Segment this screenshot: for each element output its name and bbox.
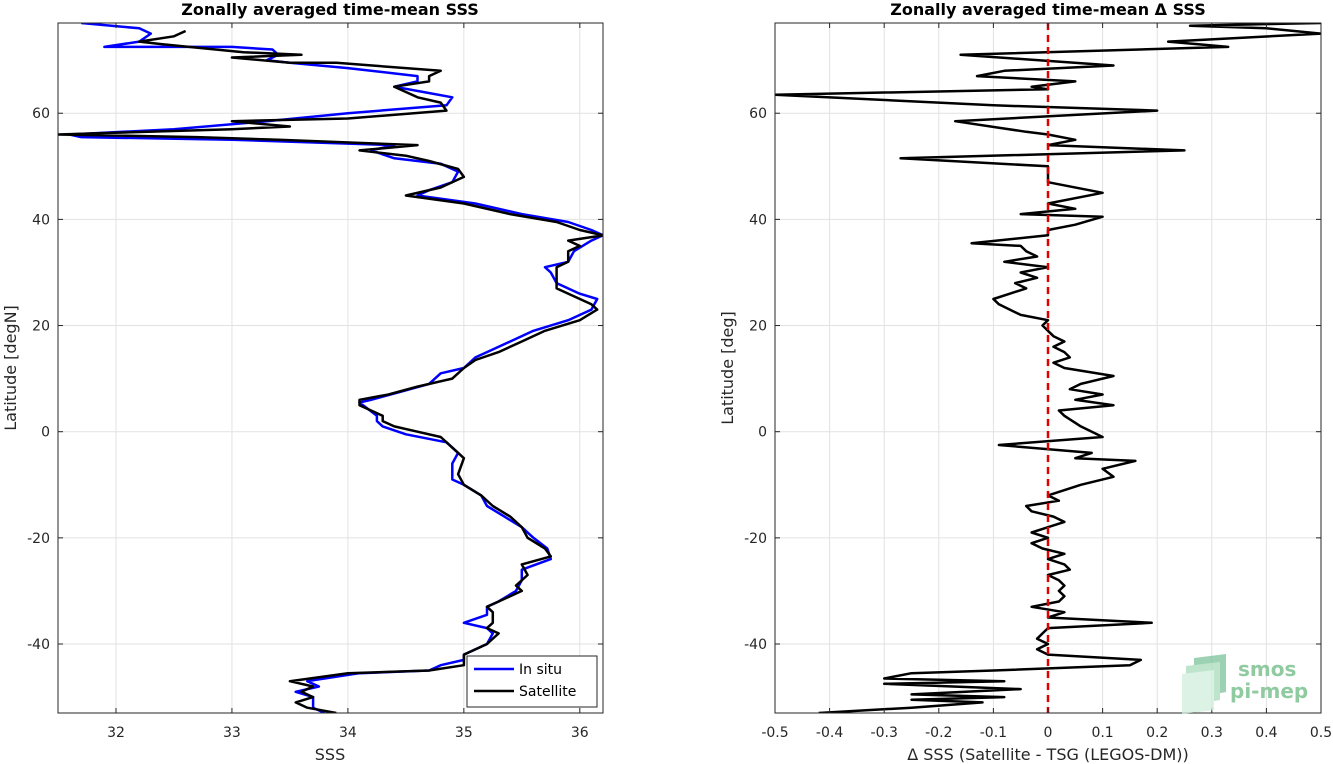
sss-y-tick-label: 60 <box>32 106 50 122</box>
delta-x-tick-label: -0.5 <box>761 725 788 741</box>
delta-chart-title: Zonally averaged time-mean Δ SSS <box>890 0 1206 19</box>
delta-x-tick-label: -0.4 <box>816 725 843 741</box>
sss-x-axis-label: SSS <box>315 745 345 764</box>
sss-axes-box <box>57 22 604 714</box>
delta-x-tick-label: 0.2 <box>1146 725 1168 741</box>
delta-y-axis-label: Latitude [deg] <box>718 311 737 425</box>
sss-y-tick-label: 20 <box>32 319 50 335</box>
sss-y-tick-label: 40 <box>32 212 50 228</box>
legend-label-in-situ: In situ <box>519 662 562 678</box>
sss-x-tick-label: 32 <box>107 725 125 741</box>
delta-y-tick-label: 60 <box>749 106 767 122</box>
delta-x-gridlines <box>774 23 1322 713</box>
sss-panel: 32 33 34 35 36 -40 -20 0 20 40 60 Zonally average… <box>1 0 604 764</box>
delta-x-tick-label: -0.3 <box>871 725 898 741</box>
delta-y-tick-label: -20 <box>744 531 767 547</box>
legend-box <box>466 655 598 708</box>
delta-series-line-delta <box>775 23 1321 713</box>
logo-wave-icon <box>1182 654 1226 714</box>
sss-series <box>58 23 603 713</box>
sss-x-tick-label: 33 <box>223 725 241 741</box>
legend-label-satellite: Satellite <box>519 684 576 700</box>
delta-y-tick-label: -40 <box>744 637 767 653</box>
sss-y-tick-label: 0 <box>41 425 50 441</box>
sss-y-ticks: -40 -20 0 20 40 60 <box>27 106 603 653</box>
delta-x-tick-label: 0.4 <box>1255 725 1277 741</box>
delta-x-tick-label: 0.1 <box>1091 725 1113 741</box>
delta-y-tick-label: 0 <box>758 425 767 441</box>
sss-y-axis-label: Latitude [degN] <box>1 305 20 431</box>
sss-series-line-satellite <box>58 29 603 713</box>
sss-x-ticks: 32 33 34 35 36 <box>107 23 589 741</box>
delta-x-tick-label: 0.5 <box>1310 725 1332 741</box>
delta-series <box>775 23 1321 713</box>
sss-y-tick-label: -40 <box>27 637 50 653</box>
delta-x-tick-label: 0.3 <box>1201 725 1223 741</box>
smos-pi-mep-logo: smos pi-mep <box>1182 654 1308 714</box>
sss-x-tick-label: 34 <box>339 725 357 741</box>
delta-y-tick-label: 40 <box>749 212 767 228</box>
sss-y-tick-label: -20 <box>27 531 50 547</box>
delta-x-axis-label: Δ SSS (Satellite - TSG (LEGOS-DM)) <box>907 745 1189 764</box>
sss-chart-title: Zonally averaged time-mean SSS <box>181 0 479 19</box>
legend: In situ Satellite <box>466 655 598 708</box>
delta-x-tick-label: -0.2 <box>925 725 952 741</box>
delta-x-tick-label: -0.1 <box>980 725 1007 741</box>
logo-text-pi-mep: pi-mep <box>1230 679 1308 703</box>
delta-y-ticks: -40 -20 0 20 40 60 <box>744 106 1321 653</box>
delta-sss-panel: -0.5 -0.4 -0.3 -0.2 -0.1 0 0.1 0.2 0.3 0.4 0.5 -40… <box>718 0 1332 764</box>
sss-x-tick-label: 36 <box>571 725 589 741</box>
logo-text-smos: smos <box>1238 657 1296 681</box>
delta-y-tick-label: 20 <box>749 319 767 335</box>
delta-x-tick-label: 0 <box>1044 725 1053 741</box>
sss-x-tick-label: 35 <box>455 725 473 741</box>
delta-x-ticks: -0.5 -0.4 -0.3 -0.2 -0.1 0 0.1 0.2 0.3 0.4 0.5 <box>761 23 1332 741</box>
sss-series-line-in-situ <box>68 23 603 713</box>
sss-plot-area <box>58 23 603 713</box>
sss-y-gridlines <box>58 112 603 645</box>
